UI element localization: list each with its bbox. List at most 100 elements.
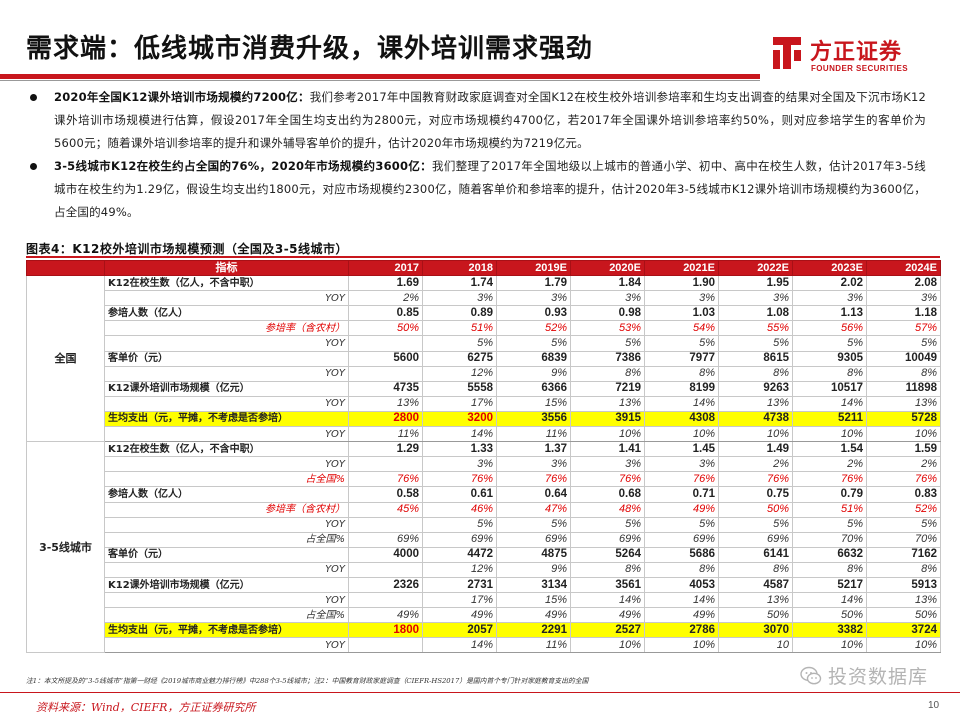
table-cell: 69% [718,531,793,548]
table-cell: 5264 [570,546,645,563]
table-cell: 11% [348,426,423,443]
table-row: 客单价（元） 5600 6275 6839 7386 7977 8615 9305 10049 [27,350,941,367]
table-cell: 10049 [866,350,941,367]
header-year: 2023E [792,259,867,277]
table-cell: 7977 [644,350,719,367]
table-cell: 49% [496,607,571,624]
table-cell: 3% [718,290,793,307]
row-label: YOY [104,365,349,382]
logo-english-name: FOUNDER SECURITIES [811,64,908,73]
table-cell: 2326 [348,576,423,594]
header-divider-gray [0,80,760,81]
forecast-table: 指标 2017 2018 2019E 2020E 2021E 2022E 202… [26,259,941,654]
row-label: YOY [104,426,349,443]
table-cell: 4587 [718,576,793,594]
table-cell: 1.69 [348,275,423,292]
row-label: YOY [104,637,349,654]
table-cell: 8% [866,561,941,578]
table-cell [348,456,423,473]
table-cell: 56% [792,320,867,337]
table-cell: 1.95 [718,275,793,292]
table-cell: 5913 [866,576,941,594]
table-cell: 51% [422,320,497,337]
table-cell [348,592,423,609]
table-cell: 45% [348,501,423,518]
table-cell: 70% [792,531,867,548]
watermark-text: 投资数据库 [828,666,929,688]
table-row: YOY 5% 5% 5% 5% 5% 5% 5% [27,335,941,352]
table-cell: 1.18 [866,305,941,322]
table-cell: 8615 [718,350,793,367]
table-cell: 9305 [792,350,867,367]
table-cell: 3556 [496,410,571,428]
table-cell: 13% [348,395,423,412]
table-cell: 11898 [866,380,941,397]
table-cell: 13% [866,592,941,609]
table-cell: 4875 [496,546,571,563]
table-cell: 1.74 [422,275,497,292]
table-cell: 17% [422,592,497,609]
table-cell: 3915 [570,410,645,428]
table-cell: 8% [792,365,867,382]
header-blank [26,259,105,277]
table-cell: 14% [422,426,497,443]
table-cell: 10% [866,426,941,443]
table-cell: 10% [644,426,719,443]
row-label: YOY [104,395,349,412]
table-row: 占全国% 49% 49% 49% 49% 49% 50% 50% 50% [27,607,941,624]
table-row: 客单价（元） 4000 4472 4875 5264 5686 6141 6632 7162 [27,546,941,563]
founder-securities-logo: 方正证券 FOUNDER SECURITIES [770,30,960,80]
table-cell: 51% [792,501,867,518]
region-cell: 3-5线城市 [26,441,105,654]
footnote: 注1：本文所提及的“3-5线城市”指第一财经《2019城市商业魅力排行榜》中28… [26,677,589,685]
table-cell: 3% [792,290,867,307]
table-row: YOY 13% 17% 15% 13% 14% 13% 14% 13% [27,395,941,412]
table-row: YOY 12% 9% 8% 8% 8% 8% 8% [27,365,941,382]
table-cell: 1.90 [644,275,719,292]
table-cell: 5% [644,335,719,352]
table-row: YOY 11% 14% 11% 10% 10% 10% 10% 10% [27,426,941,443]
table-row: 占全国% 69% 69% 69% 69% 69% 69% 70% 70% [27,531,941,548]
table-cell: 2291 [496,622,571,639]
row-label: YOY [104,516,349,533]
header-year: 2020E [570,259,645,277]
table-cell: 50% [348,320,423,337]
table-cell: 69% [570,531,645,548]
table-cell: 4053 [644,576,719,594]
table-cell: 5217 [792,576,867,594]
table-cell: 1.41 [570,441,645,458]
table-cell: 4735 [348,380,423,397]
table-cell: 3% [644,290,719,307]
bullet-dot-icon [30,94,37,101]
table-cell: 0.93 [496,305,571,322]
table-cell: 49% [348,607,423,624]
table-cell: 8% [644,561,719,578]
table-cell: 1.84 [570,275,645,292]
table-cell: 5686 [644,546,719,563]
table-row: 参培人数（亿人） 0.58 0.61 0.64 0.68 0.71 0.75 0.79 0.83 [27,486,941,503]
table-cell: 6839 [496,350,571,367]
table-cell: 14% [570,592,645,609]
header-indicator: 指标 [104,259,349,277]
table-cell: 5% [866,335,941,352]
table-cell: 1.54 [792,441,867,458]
table-cell: 5% [570,516,645,533]
table-row: 参培率（含农村） 45% 46% 47% 48% 49% 50% 51% 52% [27,501,941,518]
table-cell: 6632 [792,546,867,563]
table-row: YOY 12% 9% 8% 8% 8% 8% 8% [27,561,941,578]
table-cell: 13% [718,592,793,609]
bullet-list: 2020年全国K12课外培训市场规模约7200亿：我们参考2017年中国教育财政… [26,86,926,224]
table-row: YOY 3% 3% 3% 3% 2% 2% 2% [27,456,941,473]
table-row: YOY 17% 15% 14% 14% 13% 14% 13% [27,592,941,609]
table-cell: 0.71 [644,486,719,503]
table-cell: 0.68 [570,486,645,503]
page-number: 10 [928,700,940,711]
table-cell: 7386 [570,350,645,367]
row-label: 占全国% [104,471,349,488]
table-cell: 2057 [422,622,497,639]
table-cell: 49% [644,501,719,518]
table-cell: 5% [792,335,867,352]
table-cell: 4308 [644,410,719,428]
table-row: 生均支出（元，平摊，不考虑是否参培） 2800 3200 3556 3915 4308 47… [27,410,941,428]
table-cell: 10% [718,426,793,443]
